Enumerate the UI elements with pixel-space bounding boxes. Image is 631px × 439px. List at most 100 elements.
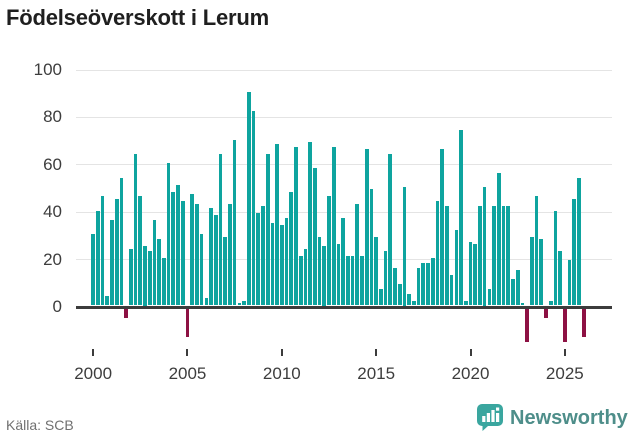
bar-2015q1	[374, 236, 378, 306]
y-axis-label-100: 100	[33, 60, 62, 79]
bar-2007q2	[228, 203, 232, 306]
bar-2021q3	[496, 172, 501, 306]
x-axis-tick-2020	[469, 349, 472, 356]
x-axis-tick-2000	[92, 349, 95, 356]
bar-2020q3	[478, 205, 482, 306]
bar-2024q1	[544, 308, 548, 318]
bar-2017q1	[412, 300, 416, 306]
bar-2009q2	[265, 153, 270, 306]
bar-2001q4	[124, 308, 128, 318]
source-label: Källa: SCB	[6, 417, 74, 433]
bar-2000q2	[96, 210, 100, 306]
gridline-y40	[76, 211, 612, 213]
bar-2016q1	[393, 267, 397, 306]
newsworthy-brand: Newsworthy	[476, 403, 628, 432]
bar-2003q4	[162, 258, 166, 306]
bar-2014q2	[360, 255, 364, 306]
x-axis-label-2025: 2025	[545, 364, 584, 383]
bar-2001q3	[119, 177, 124, 306]
bar-2004q4	[180, 201, 185, 306]
bar-2002q1	[129, 248, 133, 306]
bar-2000q4	[105, 296, 110, 306]
bar-2025q4	[577, 177, 581, 306]
bar-2020q2	[473, 243, 478, 306]
bar-2008q1	[242, 300, 246, 306]
bar-2021q2	[492, 205, 496, 306]
bar-2005q1	[185, 308, 190, 337]
bar-2023q4	[539, 239, 544, 306]
bar-2007q3	[232, 139, 237, 306]
bar-2015q2	[379, 288, 383, 306]
y-axis-label-80: 80	[43, 107, 62, 127]
bar-2019q1	[449, 274, 454, 306]
bar-2018q3	[440, 149, 445, 306]
bar-2011q4	[312, 168, 317, 306]
bar-2017q2	[416, 267, 421, 306]
bar-2024q3	[553, 210, 558, 306]
bar-2019q3	[459, 130, 463, 306]
bar-2019q4	[463, 300, 468, 306]
bar-2007q1	[223, 236, 228, 306]
bar-2026q1	[581, 308, 586, 337]
bar-2018q1	[430, 258, 435, 306]
bar-2013q1	[336, 243, 341, 306]
bar-2019q2	[454, 229, 459, 306]
bar-2002q3	[138, 196, 143, 306]
bar-2013q3	[346, 255, 350, 306]
y-axis-label-20: 20	[43, 249, 62, 269]
bar-2025q2	[567, 260, 572, 306]
bar-2022q4	[520, 303, 525, 306]
gridline-y60	[76, 164, 612, 166]
bar-2001q2	[114, 198, 119, 306]
bar-2025q3	[572, 198, 577, 306]
bar-2006q1	[204, 298, 209, 306]
bar-2014q1	[355, 203, 360, 306]
bar-2012q3	[327, 196, 331, 306]
bar-2013q4	[350, 255, 355, 306]
bar-2009q1	[261, 205, 265, 306]
bar-2022q2	[511, 279, 515, 306]
bar-2023q2	[529, 236, 534, 306]
bar-2001q1	[110, 220, 114, 306]
bar-2003q1	[147, 250, 152, 306]
x-axis-label-2015: 2015	[357, 364, 396, 383]
bar-2003q3	[157, 239, 162, 306]
bar-2012q1	[317, 236, 322, 306]
bar-2004q2	[171, 191, 176, 306]
bar-2017q4	[426, 262, 430, 306]
bar-2015q4	[388, 153, 393, 306]
y-axis-label-60: 60	[43, 154, 62, 174]
bar-2021q4	[501, 205, 506, 306]
bar-2006q2	[209, 208, 213, 306]
bar-2010q3	[289, 191, 294, 306]
bar-2010q2	[284, 217, 289, 306]
x-axis-label-2010: 2010	[262, 364, 301, 383]
bar-2023q3	[534, 196, 539, 306]
bar-2018q2	[435, 201, 440, 306]
bar-2008q2	[246, 92, 251, 306]
newsworthy-brand-text: Newsworthy	[510, 406, 628, 429]
bar-2013q2	[341, 217, 345, 306]
bar-2025q1	[563, 308, 567, 342]
newsworthy-logo-icon	[477, 404, 503, 431]
bar-2002q2	[133, 153, 138, 306]
bar-2004q3	[176, 184, 180, 306]
bar-2003q2	[152, 220, 157, 306]
bar-2011q2	[303, 248, 308, 306]
bar-2006q3	[213, 215, 218, 306]
bar-2007q4	[237, 303, 242, 306]
x-axis-tick-2010	[280, 349, 283, 356]
chart-title: Födelseöverskott i Lerum	[6, 5, 269, 30]
bar-2011q1	[298, 255, 303, 306]
bar-2008q3	[251, 111, 256, 306]
bar-2016q2	[397, 284, 402, 306]
bar-2000q3	[100, 196, 105, 306]
bar-2010q1	[279, 224, 284, 306]
x-axis-tick-2015	[375, 349, 378, 356]
bar-2014q4	[369, 189, 374, 306]
bar-2005q4	[199, 234, 204, 306]
y-axis-label-0: 0	[52, 297, 62, 316]
bar-2011q3	[308, 141, 312, 306]
y-axis-label-40: 40	[43, 202, 62, 222]
